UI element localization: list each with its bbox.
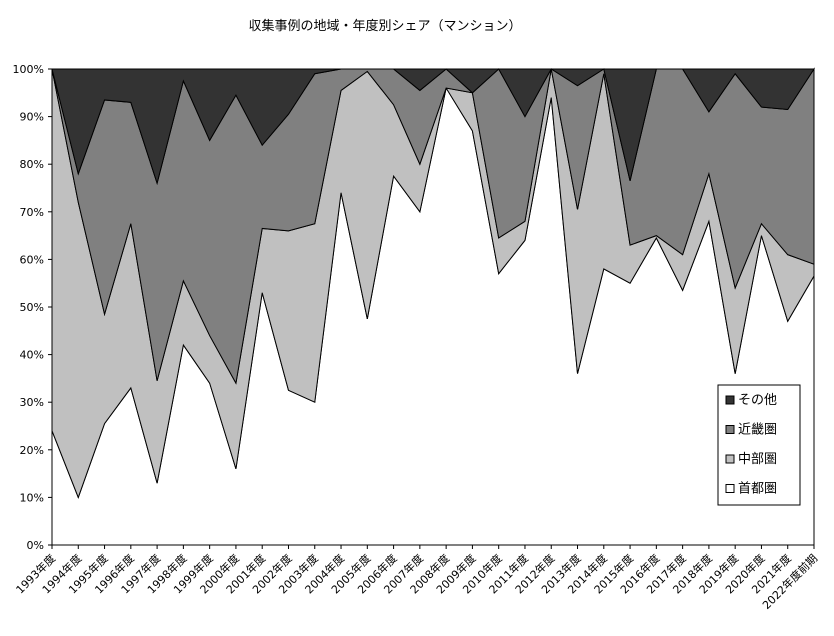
chart-title: 収集事例の地域・年度別シェア（マンション） — [248, 18, 521, 34]
legend-label: 近畿圏 — [738, 423, 777, 438]
legend-swatch — [725, 425, 735, 434]
y-tick-label: 100% — [13, 63, 44, 76]
legend-label: 中部圏 — [738, 452, 777, 467]
y-tick-label: 50% — [20, 301, 44, 314]
legend-label: その他 — [738, 393, 777, 408]
y-tick-label: 90% — [20, 111, 44, 124]
legend-swatch — [725, 454, 735, 464]
y-tick-label: 0% — [27, 539, 44, 552]
legend-swatch — [725, 395, 735, 405]
y-tick-label: 20% — [20, 444, 44, 457]
y-tick-label: 30% — [20, 396, 44, 409]
y-tick-label: 70% — [20, 206, 44, 219]
y-tick-label: 40% — [20, 349, 44, 362]
legend-label: 首都圏 — [738, 482, 777, 497]
y-tick-label: 80% — [20, 158, 44, 171]
legend-swatch — [725, 484, 735, 493]
y-tick-label: 60% — [20, 253, 44, 266]
y-tick-label: 10% — [20, 491, 44, 504]
